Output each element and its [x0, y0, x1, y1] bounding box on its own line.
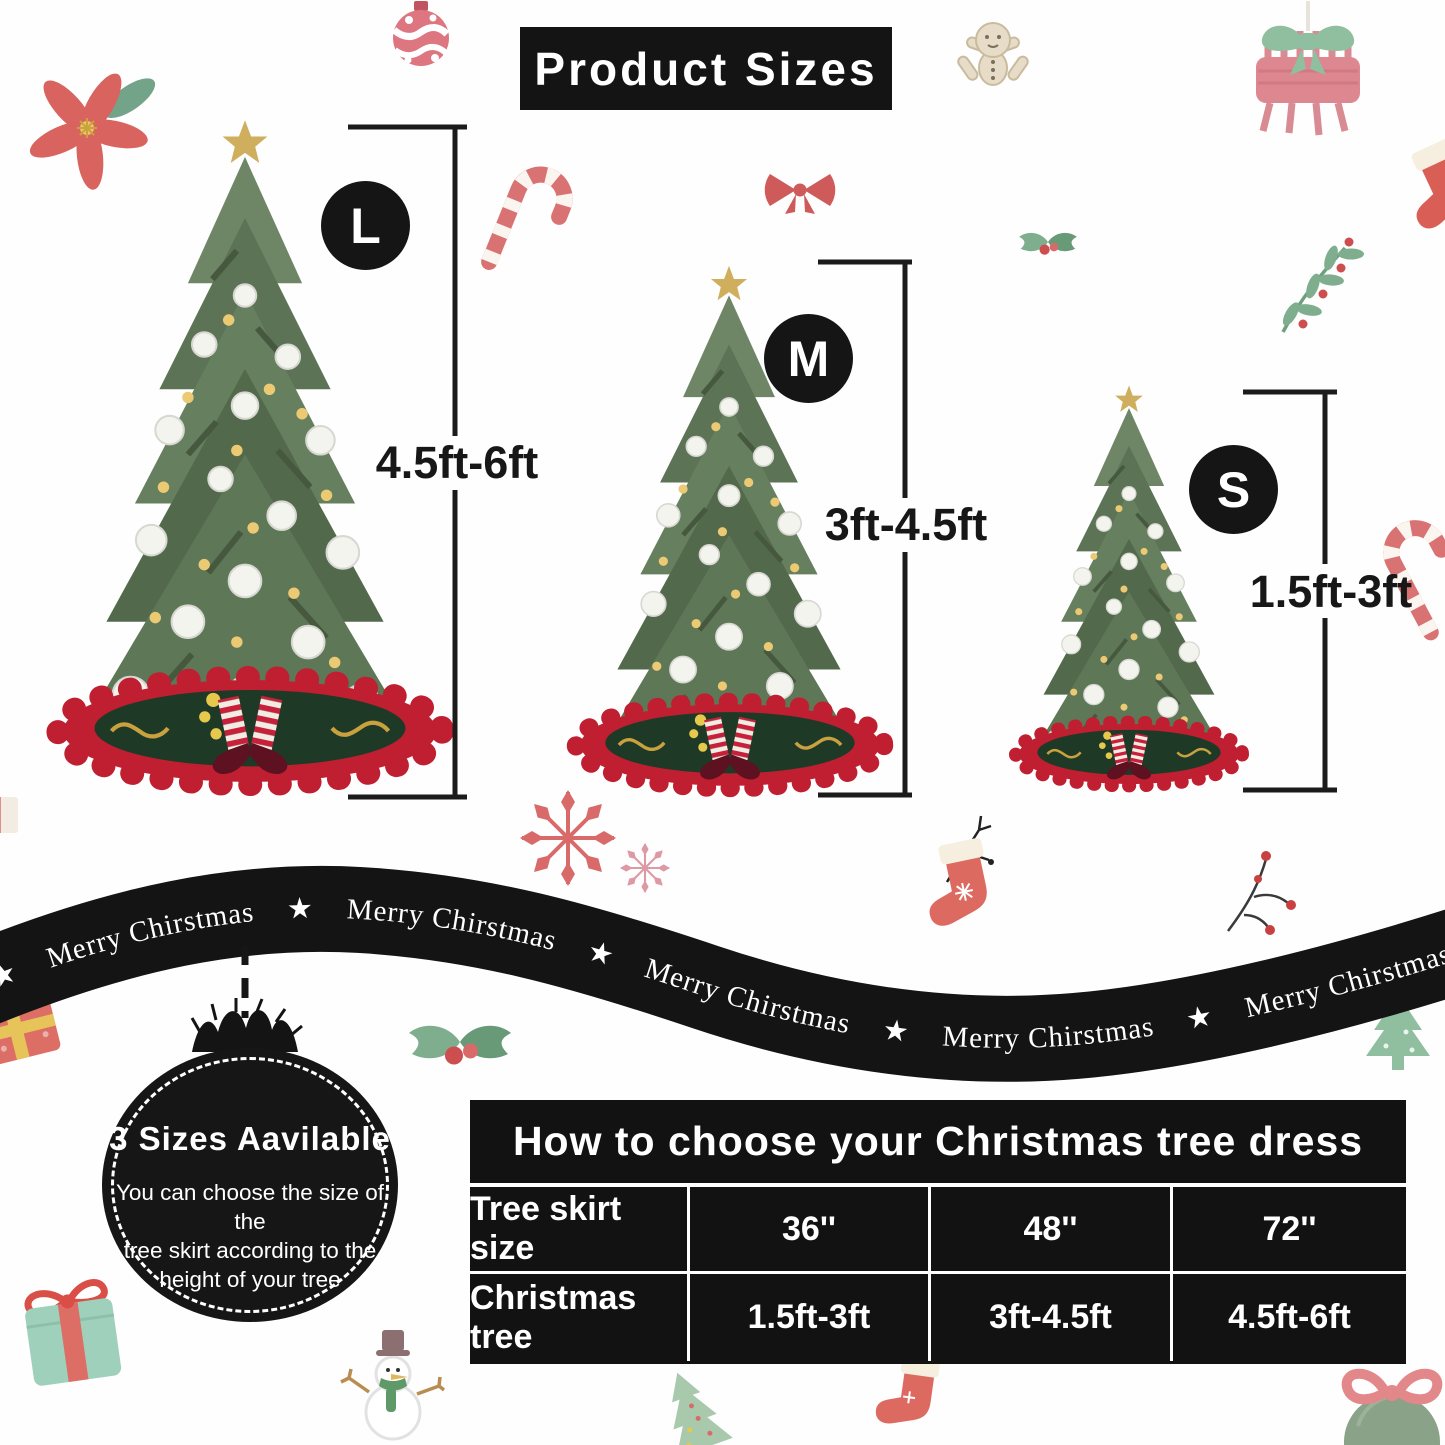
- size-badge-small: S: [1189, 445, 1278, 534]
- snowman-icon: [340, 1330, 446, 1441]
- gift-mint-icon: [24, 1279, 122, 1386]
- table-cell: 48'': [931, 1187, 1173, 1274]
- candy-cane-icon: [489, 167, 572, 280]
- table-cell: 4.5ft-6ft: [1228, 1298, 1351, 1336]
- table-row-label: Tree skirt size: [470, 1187, 690, 1274]
- berry-branch-icon: [1226, 851, 1296, 935]
- holly-left-icon: [409, 1025, 511, 1065]
- info-heading: 3 Sizes Aavilable: [109, 1120, 391, 1157]
- measure-line-small: [1243, 389, 1337, 793]
- size-badge-medium: M: [764, 314, 853, 403]
- info-bauble: 3 Sizes Aavilable You can choose the siz…: [102, 1048, 398, 1322]
- title-banner: Product Sizes: [520, 27, 892, 110]
- size-table-body: Tree skirt size 36'' 48'' 72'' Christmas…: [470, 1187, 1406, 1361]
- snowflake-small-icon: [618, 841, 672, 895]
- tilted-tree-icon: [672, 1372, 733, 1445]
- height-range-large: 4.5ft-6ft: [375, 437, 539, 488]
- size-badge-small-letter: S: [1216, 461, 1251, 518]
- red-bow-icon: [764, 174, 836, 214]
- bell-icon: [1341, 1368, 1443, 1445]
- measure-line-large: [348, 124, 467, 800]
- measure-line-medium: [818, 259, 912, 798]
- table-cell: 72'': [1173, 1187, 1406, 1274]
- table-row-label: Christmas tree: [470, 1274, 690, 1361]
- info-body-line1: You can choose the size of the: [115, 1180, 385, 1234]
- size-badge-medium-letter: M: [787, 330, 830, 387]
- poinsettia-icon: [29, 73, 156, 190]
- info-body-line3: height of your tree: [159, 1267, 341, 1292]
- snowflake-icon: [518, 788, 618, 888]
- stocking-icon: [1391, 137, 1445, 233]
- size-badge-large-letter: L: [350, 197, 381, 254]
- page-title: Product Sizes: [534, 42, 878, 95]
- stocking-snowflake-icon: [916, 837, 997, 929]
- gift-edge-icon: [0, 797, 18, 833]
- size-badge-large: L: [321, 181, 410, 270]
- mistletoe-icon: [1281, 237, 1364, 333]
- hanging-basket-icon: [1256, 1, 1360, 136]
- height-range-small: 1.5ft-3ft: [1249, 566, 1413, 617]
- stocking-bottom-icon: [874, 1353, 941, 1430]
- ornament-cord: [190, 945, 303, 1052]
- size-table-heading: How to choose your Christmas tree dress: [470, 1100, 1406, 1187]
- bauble-ornament-icon: [391, 1, 450, 66]
- gingerbread-man-icon: [957, 22, 1029, 86]
- info-body-line2: tree skirt according to the: [123, 1238, 377, 1263]
- table-cell: 3ft-4.5ft: [931, 1274, 1173, 1361]
- tree-small: [1016, 383, 1243, 786]
- size-table: How to choose your Christmas tree dress …: [470, 1100, 1406, 1364]
- table-cell: 1.5ft-3ft: [690, 1274, 931, 1361]
- height-range-medium: 3ft-4.5ft: [824, 499, 988, 550]
- info-bauble-dashed-ring: [111, 1057, 389, 1313]
- holly-icon: [1019, 232, 1077, 255]
- table-cell: 36'': [690, 1187, 931, 1274]
